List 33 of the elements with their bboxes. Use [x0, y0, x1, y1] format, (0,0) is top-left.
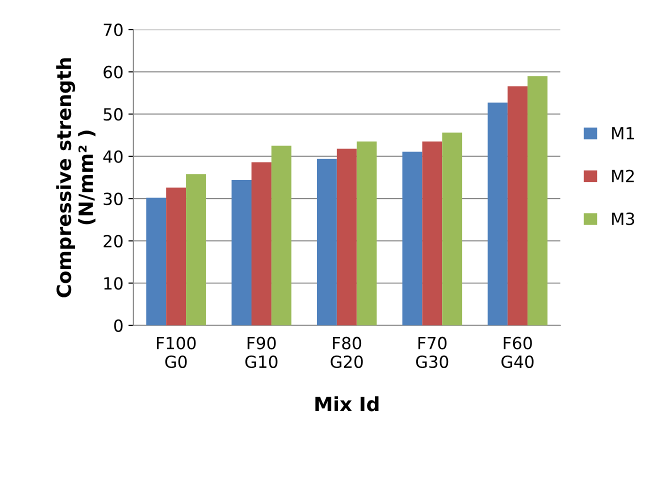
- y-tick-label: 40: [103, 150, 123, 163]
- bar: [528, 76, 548, 326]
- y-tick-label: 30: [104, 192, 123, 206]
- bar: [316, 158, 337, 326]
- bar: [442, 132, 462, 326]
- legend-label: M1: [612, 127, 634, 140]
- legend-label: M3: [612, 212, 634, 226]
- bar: [232, 180, 252, 326]
- y-tick-label: 10: [104, 277, 123, 290]
- bar: [508, 86, 528, 326]
- y-tick-label: 50: [104, 108, 123, 121]
- y-axis-title: Compressive strength (N/mm² ): [56, 58, 96, 298]
- x-tick-label: F60 G40: [501, 336, 534, 368]
- x-axis-title: Mix Id: [315, 396, 378, 412]
- bar: [402, 152, 422, 326]
- bar: [166, 188, 186, 326]
- bar: [146, 198, 166, 326]
- bar: [271, 146, 292, 326]
- bar: [488, 102, 508, 326]
- bar: [356, 142, 377, 326]
- x-tick-label: F70 G30: [416, 336, 448, 368]
- bar: [422, 142, 442, 326]
- y-tick-label: 0: [114, 319, 123, 332]
- x-tick-label: F100 G0: [157, 336, 196, 368]
- bar: [252, 162, 272, 326]
- bar: [336, 148, 357, 326]
- y-tick-label: 20: [104, 234, 123, 248]
- bar: [186, 174, 206, 326]
- x-tick-label: F80 G20: [330, 336, 363, 368]
- y-tick-label: 70: [104, 24, 123, 36]
- y-tick-label: 60: [104, 66, 123, 78]
- x-tick-label: F90 G10: [245, 336, 278, 368]
- legend-label: M2: [612, 170, 634, 182]
